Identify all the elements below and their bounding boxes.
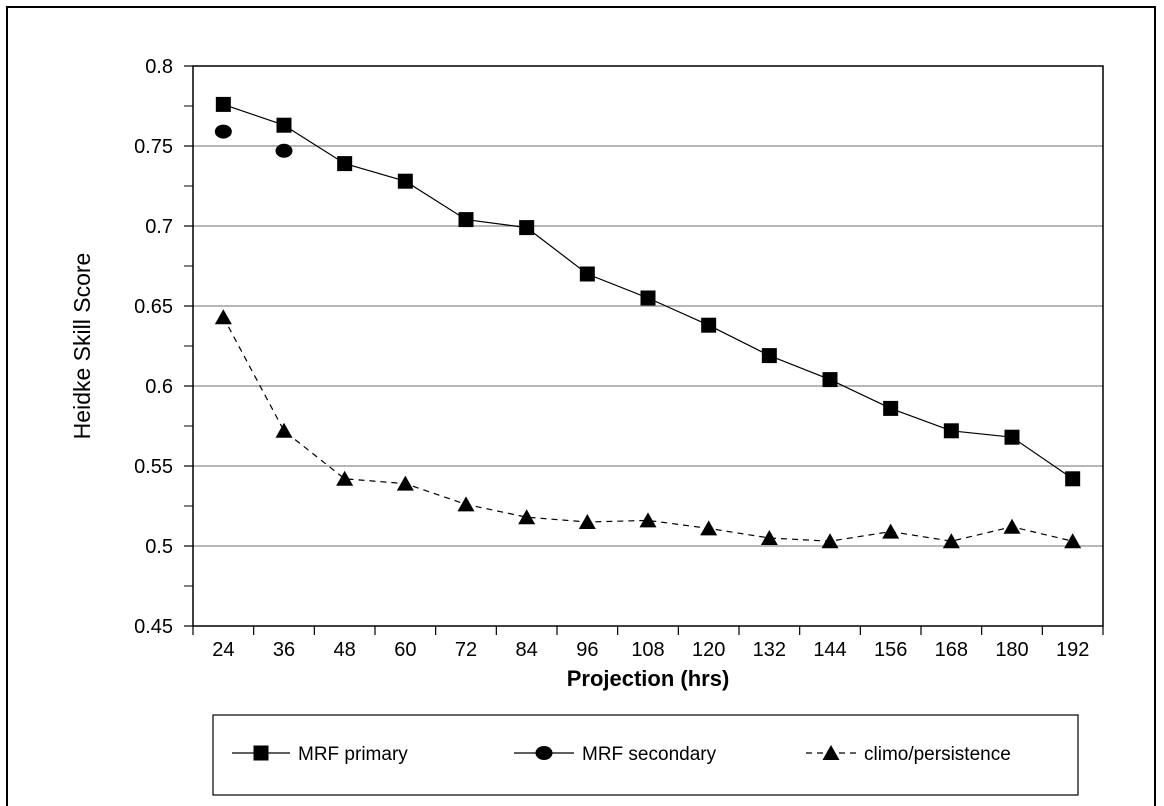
data-point <box>942 533 960 549</box>
data-point <box>1003 518 1021 534</box>
data-point <box>396 475 414 491</box>
y-tick-label: 0.8 <box>145 56 173 78</box>
x-tick-label: 60 <box>394 639 416 661</box>
data-point <box>700 520 718 536</box>
series-mrf-secondary <box>214 124 293 158</box>
data-point <box>578 514 596 529</box>
data-point <box>883 400 899 416</box>
data-point <box>215 96 231 112</box>
series-layer <box>214 96 1082 549</box>
legend-item: MRF primary <box>232 744 408 765</box>
data-point <box>214 124 232 139</box>
x-axis-label: Projection (hrs) <box>567 666 730 691</box>
x-tick-label: 144 <box>813 639 846 661</box>
data-point <box>882 523 900 539</box>
data-point <box>822 372 838 388</box>
plot-area <box>192 65 1104 627</box>
y-tick-label: 0.7 <box>145 216 173 238</box>
y-axis-label: Heidke Skill Score <box>69 253 95 440</box>
y-tick-label: 0.55 <box>134 456 173 478</box>
data-point <box>821 533 839 549</box>
data-point <box>640 290 656 306</box>
x-tick-label: 180 <box>995 639 1028 661</box>
data-point <box>214 309 232 325</box>
x-tick-label: 48 <box>334 639 356 661</box>
legend-marker <box>253 745 269 761</box>
data-point <box>275 143 293 158</box>
x-tick-label: 24 <box>212 639 234 661</box>
y-tick-label: 0.6 <box>145 376 173 398</box>
x-tick-label: 72 <box>455 639 477 661</box>
data-point <box>1065 471 1081 487</box>
y-tick-label: 0.5 <box>145 536 173 558</box>
y-tick-label: 0.75 <box>134 136 173 158</box>
data-point <box>701 317 717 333</box>
grid-lines <box>193 145 1103 547</box>
x-axis: 24 36 48 60 72 84 96 108 120 132 144 156 168 180 192 <box>192 626 1104 661</box>
data-point <box>943 423 959 439</box>
data-point <box>276 117 292 133</box>
x-tick-label: 108 <box>631 639 664 661</box>
data-point <box>457 496 475 512</box>
legend-label: MRF secondary <box>582 744 717 765</box>
data-point <box>1064 533 1082 549</box>
series-mrf-primary <box>215 96 1081 487</box>
series-climo-persistence <box>214 309 1082 549</box>
x-tick-label: 96 <box>576 639 598 661</box>
y-tick-label: 0.45 <box>134 616 173 638</box>
data-point <box>518 509 536 525</box>
legend-marker <box>822 745 840 760</box>
x-tick-label: 132 <box>753 639 786 661</box>
data-point <box>275 422 293 438</box>
data-point <box>1004 429 1020 445</box>
x-tick-label: 84 <box>516 639 538 661</box>
legend-marker <box>535 746 553 760</box>
legend-box <box>212 714 1079 796</box>
legend-label: climo/persistence <box>864 744 1011 765</box>
data-point <box>336 470 354 486</box>
x-tick-label: 168 <box>935 639 968 661</box>
x-tick-label: 36 <box>273 639 295 661</box>
chart-frame <box>6 6 1156 806</box>
data-point <box>337 156 353 172</box>
data-point <box>760 530 778 545</box>
y-tick-label: 0.65 <box>134 296 173 318</box>
x-tick-label: 156 <box>874 639 907 661</box>
data-point <box>519 220 535 236</box>
data-point <box>397 173 413 189</box>
legend-item: climo/persistence <box>806 744 1011 765</box>
data-point <box>579 266 595 282</box>
data-point <box>458 212 474 228</box>
data-point <box>761 348 777 364</box>
legend-item: MRF secondary <box>514 744 717 765</box>
x-tick-label: 120 <box>692 639 725 661</box>
x-tick-label: 192 <box>1056 639 1089 661</box>
data-point <box>639 512 657 528</box>
legend-label: MRF primary <box>298 744 408 765</box>
y-axis: 0.45 0.5 0.55 0.6 0.65 0.7 0.75 0.8 <box>134 56 193 638</box>
legend: MRF primary MRF secondary climo/persistenc… <box>212 714 1079 796</box>
